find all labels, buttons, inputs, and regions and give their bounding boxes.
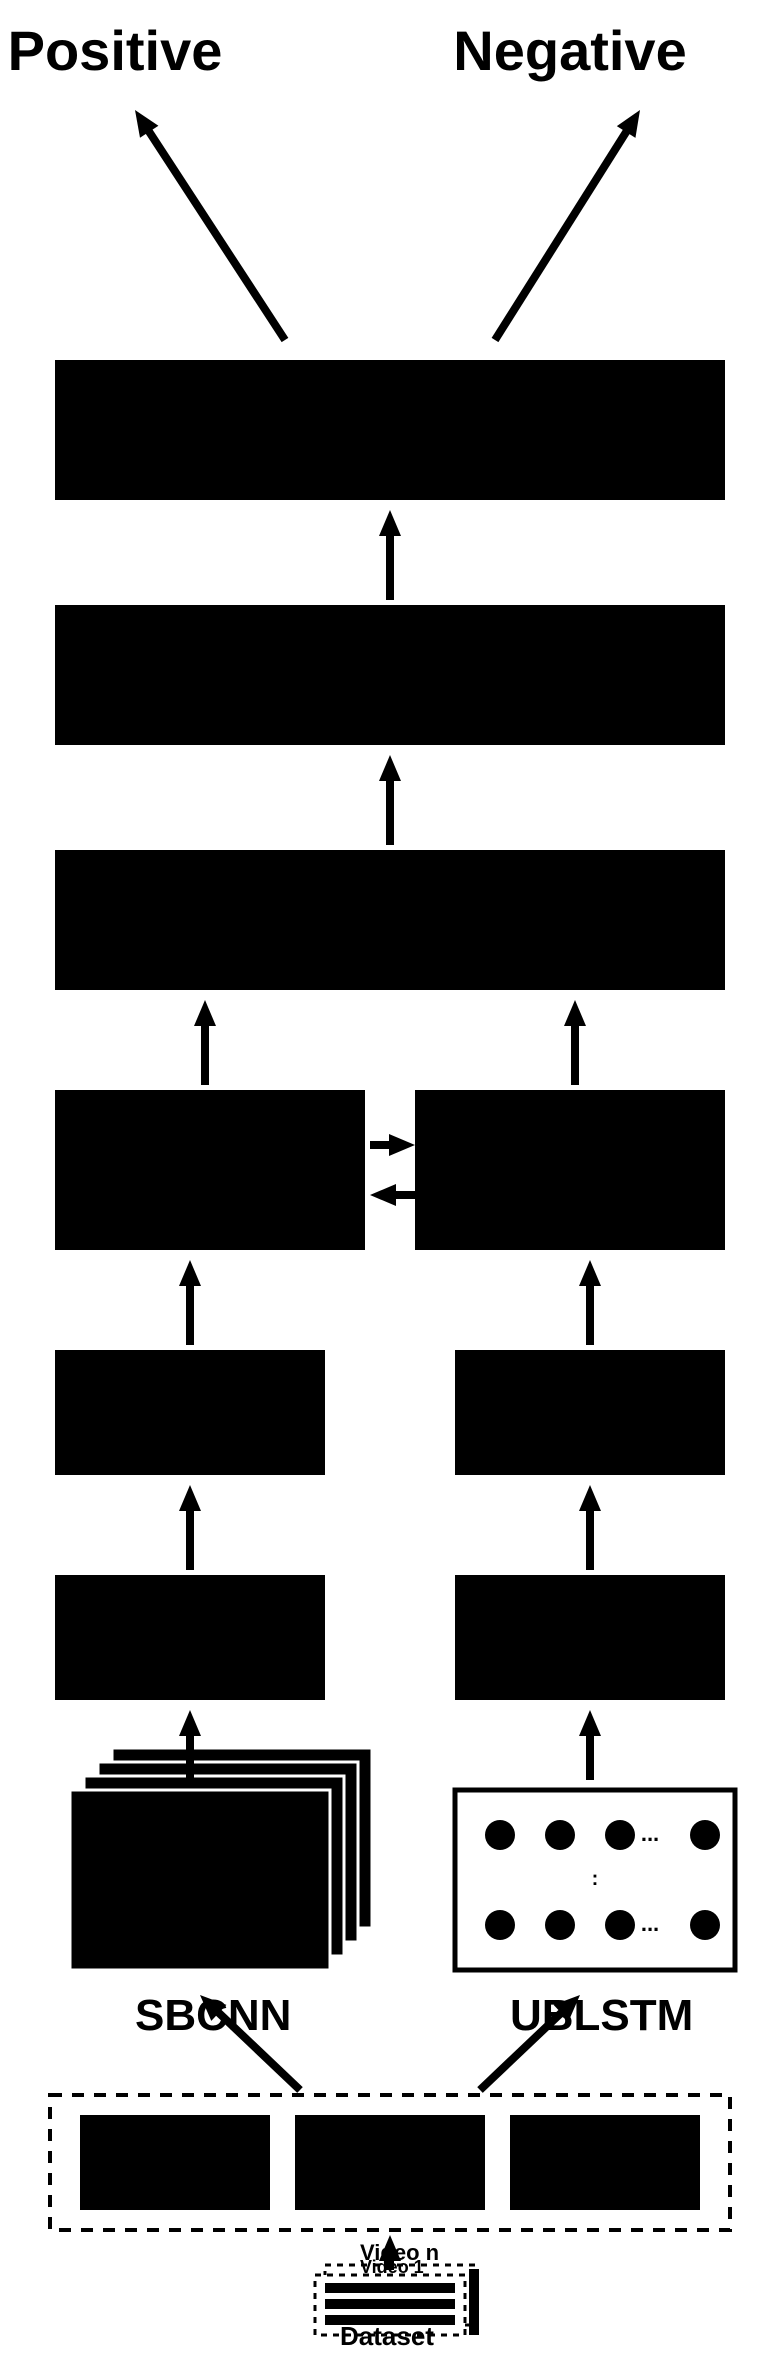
- low-right-1: [455, 1350, 725, 1475]
- low-left-2: [55, 1575, 325, 1700]
- dataset-row-1: [325, 2299, 455, 2309]
- mid-right-block: [415, 1090, 725, 1250]
- sbcnn-card-0: [70, 1790, 330, 1970]
- ublstm-vdots: :: [592, 1868, 599, 1890]
- negative-label: Negative: [453, 19, 686, 82]
- dataset-side-tab: [469, 2269, 479, 2335]
- top-bar: [55, 360, 725, 500]
- low-right-2: [455, 1575, 725, 1700]
- arrow-mid-right-to-left-head: [370, 1184, 396, 1206]
- arrow-bar2-to-bar1-head: [379, 510, 401, 536]
- ublstm-dot-r0-tail: [690, 1820, 720, 1850]
- bar-3: [55, 850, 725, 990]
- arrow-lowright2-to-lowright1-head: [579, 1485, 601, 1511]
- arrow-bar3-to-bar2-head: [379, 755, 401, 781]
- input-box-1: [295, 2115, 485, 2210]
- ublstm-dot-r1-c2: [605, 1910, 635, 1940]
- arrow-midright-to-bar3-head: [564, 1000, 586, 1026]
- ublstm-dot-r1-c0: [485, 1910, 515, 1940]
- arrow-sbcnn-to-lowleft2-head: [179, 1710, 201, 1736]
- ublstm-dot-r1-c1: [545, 1910, 575, 1940]
- arrow-lowleft1-to-midleft-head: [179, 1260, 201, 1286]
- arrow-to-positive: [144, 123, 285, 340]
- ublstm-dot-r0-c2: [605, 1820, 635, 1850]
- mid-left-block: [55, 1090, 365, 1250]
- input-box-0: [80, 2115, 270, 2210]
- low-left-1: [55, 1350, 325, 1475]
- ublstm-dot-r1-tail: [690, 1910, 720, 1940]
- arrow-to-negative: [495, 123, 632, 340]
- arrow-lowright1-to-midright-head: [579, 1260, 601, 1286]
- ublstm-ellipsis-r0: ...: [641, 1821, 659, 1846]
- input-box-2: [510, 2115, 700, 2210]
- ublstm-dot-r0-c0: [485, 1820, 515, 1850]
- arrow-mid-left-to-right-head: [389, 1134, 415, 1156]
- dataset-row-0: [325, 2283, 455, 2293]
- ublstm-ellipsis-r1: ...: [641, 1911, 659, 1936]
- arrow-lowleft2-to-lowleft1-head: [179, 1485, 201, 1511]
- ublstm-dot-r0-c1: [545, 1820, 575, 1850]
- bar-2: [55, 605, 725, 745]
- positive-label: Positive: [8, 19, 223, 82]
- arrow-midleft-to-bar3-head: [194, 1000, 216, 1026]
- arrow-ublstm-to-lowright2-head: [579, 1710, 601, 1736]
- dataset-label: Dataset: [340, 2321, 434, 2351]
